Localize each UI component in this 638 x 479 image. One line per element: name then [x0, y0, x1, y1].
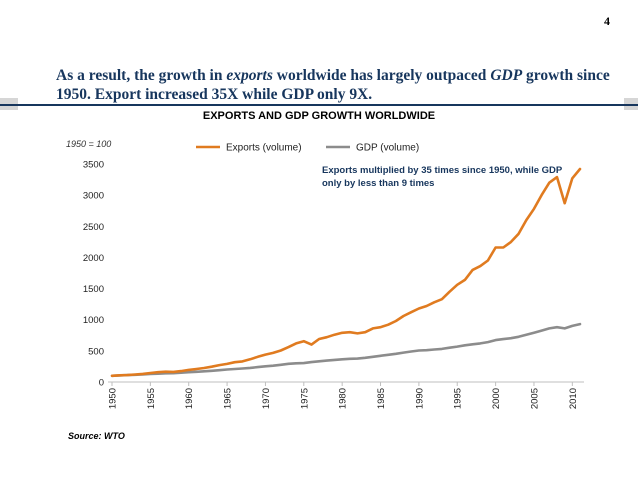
slide-number: 4 — [604, 14, 610, 28]
x-tick-label: 1960 — [184, 388, 195, 409]
y-tick-label: 3500 — [83, 160, 104, 171]
y-tick-label: 2500 — [83, 222, 104, 233]
y-tick-label: 0 — [99, 378, 104, 389]
x-tick-label: 2005 — [529, 388, 540, 409]
x-tick-label: 1995 — [453, 388, 464, 409]
y-tick-label: 500 — [88, 346, 104, 357]
headline-emphasis-gdp: GDP — [490, 67, 523, 84]
x-tick-label: 1965 — [223, 388, 234, 409]
y-tick-label: 1500 — [83, 284, 104, 295]
legend-gdp-label: GDP (volume) — [356, 143, 419, 154]
exports-line — [110, 167, 582, 378]
x-tick-label: 1980 — [338, 388, 349, 409]
legend-exports-label: Exports (volume) — [226, 143, 302, 154]
headline: As a result, the growth in exports world… — [56, 66, 616, 104]
x-tick-label: 2000 — [491, 388, 502, 409]
x-tick-label: 1955 — [146, 388, 157, 409]
source-note: Source: WTO — [68, 431, 125, 441]
x-tick-label: 1975 — [299, 388, 310, 409]
headline-part-2: worldwide has largely outpaced — [272, 67, 491, 84]
gdp-line — [110, 322, 582, 378]
chart-base-note: 1950 = 100 — [66, 139, 112, 149]
chart-annotation: Exports multiplied by 35 times since 195… — [322, 165, 563, 189]
x-tick-label: 1985 — [376, 388, 387, 409]
headline-part-3: growth since 1950. Export increased 35X … — [56, 67, 610, 103]
y-tick-label: 2000 — [83, 253, 104, 264]
x-tick-label: 2010 — [568, 388, 579, 409]
y-tick-label: 1000 — [83, 315, 104, 326]
headline-part-1: As a result, the growth in — [56, 67, 227, 84]
headline-emphasis-exports: exports — [226, 67, 273, 84]
headline-divider — [0, 104, 638, 106]
y-tick-label: 3000 — [83, 191, 104, 202]
x-tick-label: 1990 — [414, 388, 425, 409]
x-tick-label: 1950 — [108, 388, 119, 409]
chart-title: EXPORTS AND GDP GROWTH WORLDWIDE — [202, 110, 436, 122]
x-tick-label: 1970 — [261, 388, 272, 409]
